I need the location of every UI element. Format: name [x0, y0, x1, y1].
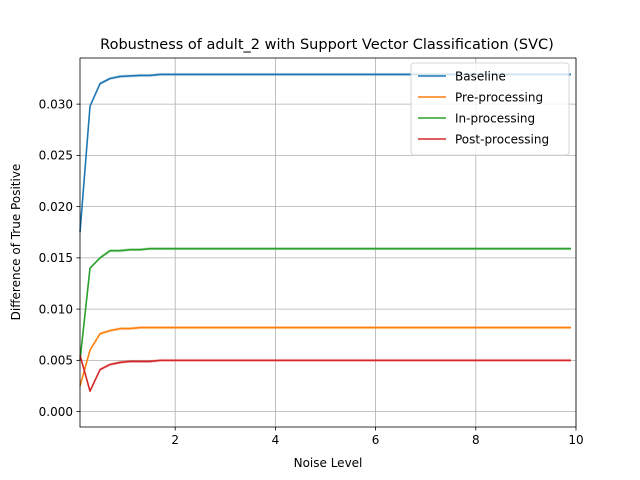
y-axis: 0.000 0.005 0.010 0.015 0.020 0.025 0.030: [39, 97, 80, 419]
y-tick-label: 0.025: [39, 149, 73, 163]
x-tick-label: 2: [171, 433, 179, 447]
y-tick-label: 0.005: [39, 354, 73, 368]
y-axis-label: Difference of True Positive: [9, 164, 23, 321]
legend-label: Post-processing: [455, 132, 549, 146]
y-tick-label: 0.015: [39, 251, 73, 265]
series-band-2: [80, 247, 571, 362]
series-band-1: [80, 326, 571, 388]
chart-title: Robustness of adult_2 with Support Vecto…: [100, 37, 554, 53]
x-tick-label: 6: [372, 433, 380, 447]
series-band-3: [80, 353, 571, 393]
legend: Baseline Pre-processing In-processing Post-…: [410, 62, 570, 156]
y-tick-label: 0.000: [39, 405, 73, 419]
legend-box: [410, 62, 570, 156]
series-line-pre-processing: [79, 326, 571, 387]
series-line-in-processing: [79, 247, 571, 361]
x-tick-label: 4: [272, 433, 280, 447]
x-axis-label: Noise Level: [294, 456, 363, 470]
y-tick-label: 0.030: [39, 97, 73, 111]
x-tick-label: 8: [472, 433, 480, 447]
legend-label: Baseline: [455, 69, 506, 83]
y-tick-label: 0.020: [39, 200, 73, 214]
series-line-post-processing: [79, 355, 571, 392]
x-axis: 2 4 6 8 10: [171, 427, 584, 447]
y-tick-label: 0.010: [39, 302, 73, 316]
x-tick-label: 10: [568, 433, 583, 447]
plot-frame: [79, 57, 577, 428]
legend-label: In-processing: [455, 111, 535, 125]
legend-label: Pre-processing: [455, 90, 543, 104]
